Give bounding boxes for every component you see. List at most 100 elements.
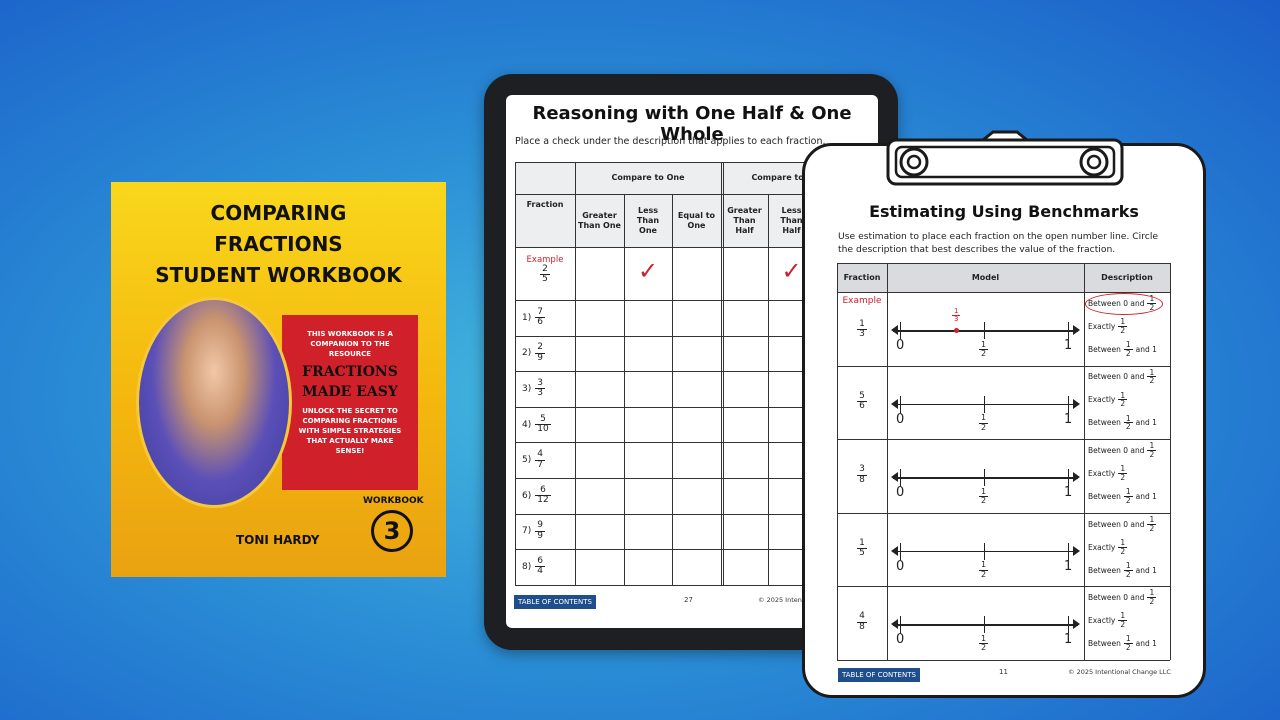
check-mark: ✓ [637, 257, 659, 285]
row-number: 5) [522, 455, 532, 466]
description: Between 0 and 1 2 [1088, 368, 1157, 386]
arrow-right [1073, 472, 1080, 483]
description: Between 1 2 and 1 [1088, 341, 1157, 358]
header-shade [837, 263, 1170, 292]
table-rule [575, 162, 576, 585]
line-end: 1 [1064, 411, 1073, 427]
numerator: 4 [859, 611, 865, 622]
denominator: 3 [857, 329, 867, 340]
description-text: Exactly [1088, 395, 1116, 405]
page-title: Estimating Using Benchmarks [869, 202, 1139, 221]
numerator: 1 [1149, 441, 1155, 451]
description-text: and 1 [1135, 639, 1157, 649]
copyright: © 2025 Intentional Change LLC [1068, 668, 1171, 676]
title-line: FRACTIONS [214, 232, 343, 256]
column-header: Model [971, 272, 1000, 282]
table-rule [721, 162, 722, 585]
table-rule [515, 162, 516, 585]
arrow-left [891, 619, 898, 630]
number-line [893, 330, 1078, 332]
tick [1068, 395, 1070, 413]
column-header: Description [1101, 272, 1153, 282]
denominator: 2 [1118, 399, 1128, 409]
answer-circle [1085, 293, 1163, 315]
column-header: Greater Than Half [727, 205, 762, 235]
row-label: 6) 6 12 [522, 478, 551, 514]
denominator: 4 [535, 566, 545, 577]
column-header: Less Than Half [780, 205, 803, 235]
example-label: Example [526, 255, 564, 265]
line-start: 0 [896, 558, 905, 574]
row-label: 7) 9 9 [522, 514, 545, 550]
table-rule [515, 194, 875, 195]
denominator: 2 [1118, 620, 1128, 630]
row-label: 4) 5 10 [522, 407, 551, 443]
line-end: 1 [1064, 558, 1073, 574]
group-header: Compare to One [611, 173, 685, 182]
example-cell: Example 2 5 [515, 255, 575, 285]
numerator: 1 [1125, 413, 1131, 423]
companion-line: THIS WORKBOOK IS A [307, 330, 393, 338]
denominator: 2 [979, 569, 989, 579]
denominator: 2 [979, 349, 989, 358]
tick [1068, 469, 1070, 487]
denominator: 5 [857, 548, 867, 559]
description-text: Between [1088, 639, 1121, 649]
denominator: 6 [535, 317, 545, 328]
line-start: 0 [896, 411, 905, 427]
table-rule [515, 247, 875, 248]
column-header: Greater Than One [578, 210, 621, 230]
table-rule [723, 162, 724, 585]
table-rule [515, 300, 875, 301]
row-label: 5) 4 7 [522, 442, 545, 478]
toc-button: TABLE OF CONTENTS [514, 594, 596, 609]
row-number: 7) [522, 526, 532, 537]
numerator: 2 [542, 264, 548, 274]
denominator: 3 [535, 388, 545, 399]
table-rule [1084, 263, 1085, 660]
row-label: 2) 2 9 [522, 336, 545, 372]
tagline-line: SENSE! [335, 447, 365, 455]
denominator: 10 [535, 424, 551, 435]
denominator: 2 [1123, 496, 1133, 506]
tick [984, 469, 986, 487]
table-rule [837, 365, 1170, 367]
description-text: Between [1088, 492, 1121, 502]
description-text: Between [1088, 344, 1121, 354]
numerator: 1 [981, 413, 987, 423]
description: Between 0 and 1 2 [1088, 515, 1157, 533]
arrow-right [1073, 545, 1080, 556]
description-text: Between [1088, 418, 1121, 428]
tick [984, 616, 986, 634]
tick [900, 322, 902, 339]
denominator: 2 [1123, 422, 1133, 432]
line-end: 1 [1064, 338, 1073, 353]
numerator: 4 [537, 449, 543, 460]
table-rule [515, 513, 875, 515]
numerator: 5 [540, 413, 546, 424]
description-text: Exactly [1088, 542, 1116, 552]
denominator: 2 [979, 643, 989, 653]
numerator: 1 [1125, 560, 1131, 570]
author: TONI HARDY [236, 533, 320, 547]
numerator: 1 [1120, 317, 1126, 326]
numerator: 9 [537, 520, 543, 531]
numerator: 1 [1120, 611, 1126, 621]
tick [900, 616, 902, 634]
denominator: 9 [535, 530, 545, 541]
table-rule [837, 263, 1170, 264]
